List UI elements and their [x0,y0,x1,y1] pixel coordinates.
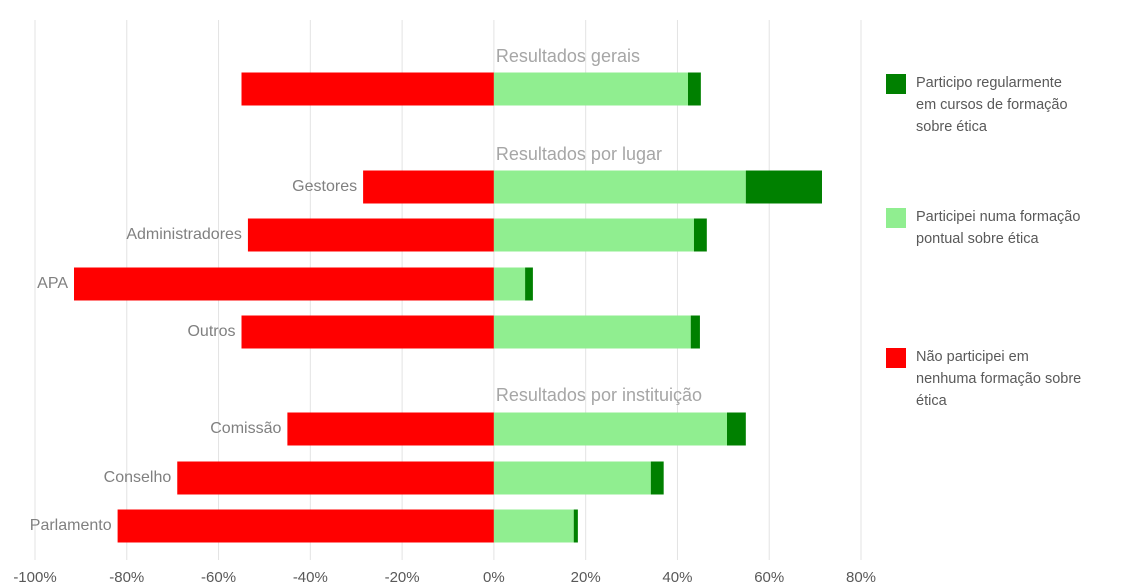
section-title: Resultados gerais [496,46,640,66]
legend-label: Não participei em nenhuma formação sobre… [916,349,1082,409]
x-tick-label: -60% [201,569,236,586]
bar-segment [493,170,746,204]
x-tick-label: -100% [13,569,56,586]
bar-segment [74,267,494,301]
bar-segment [241,315,494,349]
legend-item: Participo regularmente em cursos de form… [886,72,1086,138]
y-category-label: Administradores [126,226,242,243]
y-category-label: Gestores [292,178,357,195]
x-tick-label: 0% [483,569,505,586]
bar-segment [493,267,526,301]
bar-segment [247,218,494,252]
legend-label: Participei numa formação pontual sobre é… [916,209,1081,247]
bar-segment [493,315,691,349]
bar-segment [745,170,822,204]
bar-segment [241,72,494,106]
bar-segment [650,461,664,495]
bar-segment [690,315,700,349]
legend-swatch [886,348,906,368]
bar-segment [693,218,707,252]
bar-segment [525,267,533,301]
y-category-label: Comissão [210,420,281,437]
bar-segment [493,218,694,252]
x-tick-label: 40% [662,569,692,586]
x-tick-label: -40% [293,569,328,586]
legend-label: Participo regularmente em cursos de form… [916,75,1068,135]
bar-segment [363,170,494,204]
x-tick-label: 60% [754,569,784,586]
legend-swatch [886,208,906,228]
legend-item: Não participei em nenhuma formação sobre… [886,346,1086,412]
legend-item: Participei numa formação pontual sobre é… [886,206,1086,250]
x-tick-label: 20% [571,569,601,586]
bar-segment [727,412,746,446]
bar-segment [573,509,578,543]
legend-swatch [886,74,906,94]
bar-segment [493,412,728,446]
bar-segment [493,72,688,106]
bar-segment [493,509,574,543]
x-tick-label: -80% [109,569,144,586]
bar-segment [117,509,494,543]
bar-segment [287,412,494,446]
y-category-label: Outros [187,323,235,340]
section-title: Resultados por lugar [496,144,662,164]
y-category-label: Parlamento [30,517,112,534]
y-category-label: Conselho [104,469,172,486]
x-tick-label: 80% [846,569,876,586]
y-category-label: APA [37,275,68,292]
section-title: Resultados por instituição [496,385,702,405]
bar-segment [687,72,701,106]
x-tick-label: -20% [385,569,420,586]
bar-segment [493,461,651,495]
bar-segment [177,461,494,495]
